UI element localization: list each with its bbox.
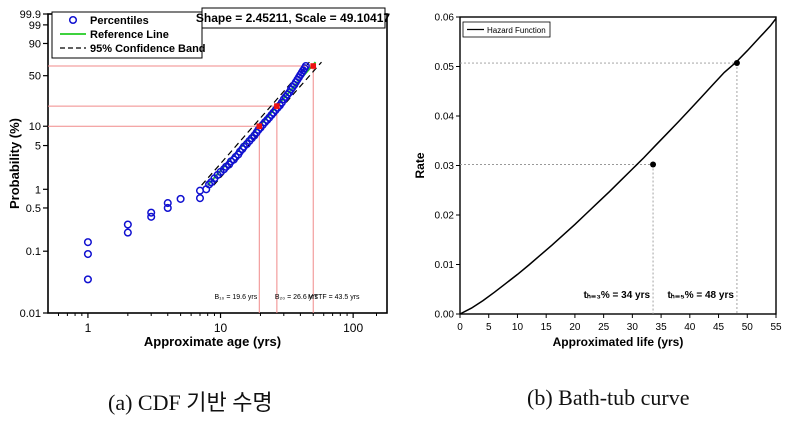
cdf-percentile-point (176, 194, 185, 203)
caption-a: (a) CDF 기반 수명 (108, 390, 273, 415)
cdf-percentile-point (83, 275, 92, 284)
cdf-y-tick-label: 50 (29, 71, 41, 83)
cdf-highlight-marker (310, 63, 317, 69)
hazard-plot-frame (459, 16, 777, 315)
hazard-y-axis-label: Rate (413, 152, 427, 178)
cdf-y-tick-label: 10 (29, 121, 41, 133)
cdf-percentile-point (123, 228, 132, 237)
cdf-x-tick-label: 1 (85, 321, 92, 335)
cdf-y-tick-label: 90 (29, 38, 41, 50)
cdf-x-axis-label: Approximate age (yrs) (144, 334, 281, 349)
cdf-percentile-point (147, 212, 156, 221)
cdf-percentile-point (83, 238, 92, 247)
cdf-y-axis-label: Probability (%) (7, 118, 22, 209)
hazard-curve (459, 18, 777, 315)
cdf-percentile-point (123, 220, 132, 229)
hazard-x-tick-label: 55 (770, 322, 782, 333)
hazard-point-label-3pct: tₕ₌₃% = 34 yrs (584, 290, 651, 301)
cdf-legend-label-reference: Reference Line (90, 29, 169, 41)
hazard-x-tick-label: 30 (627, 322, 639, 333)
hazard-point-label-5pct: tₕ₌₅% = 48 yrs (667, 290, 734, 301)
hazard-x-axis-label: Approximated life (yrs) (553, 335, 684, 349)
cdf-y-tick-label: 1 (35, 184, 41, 196)
hazard-x-tick-label: 50 (742, 322, 754, 333)
cdf-legend: Percentiles Reference Line 95% Confidence … (51, 11, 206, 59)
cdf-y-tick-label: 0.1 (26, 246, 41, 258)
cdf-y-tick-label: 5 (35, 141, 41, 153)
hazard-y-tick-label: 0.00 (435, 310, 455, 321)
cdf-y-tick-label: 99.9 (20, 9, 41, 21)
cdf-percentile-point (263, 115, 272, 124)
hazard-legend-label: Hazard Function (487, 26, 546, 35)
cdf-legend-marker-percentiles (68, 15, 78, 25)
hazard-x-tick-label: 45 (713, 322, 725, 333)
cdf-highlight-marker (274, 103, 280, 109)
hazard-y-tick-label: 0.06 (435, 13, 455, 24)
cdf-legend-label-percentiles: Percentiles (90, 15, 149, 27)
hazard-x-tick-label: 20 (569, 322, 581, 333)
hazard-x-tick-label: 15 (541, 322, 553, 333)
hazard-point (733, 60, 740, 67)
hazard-x-tick-label: 25 (598, 322, 610, 333)
hazard-legend-box (462, 21, 551, 38)
cdf-mttf-label: MTTF = 43.5 yrs (308, 294, 360, 301)
cdf-percentile-point (205, 180, 214, 189)
hazard-y-tick-label: 0.05 (435, 62, 455, 73)
cdf-percentile-point (83, 249, 92, 259)
hazard-x-tick-label: 5 (486, 322, 492, 333)
cdf-highlight-marker (256, 123, 263, 130)
cdf-confidence-band-left (201, 61, 310, 186)
cdf-b10-label: B₁₀ = 19.6 yrs (214, 294, 257, 301)
hazard-chart: tₕ₌₃% = 34 yrs tₕ₌₅% = 48 yrs 0 5 10 15 20 25 30… (413, 13, 782, 350)
caption-b: (b) Bath-tub curve (527, 385, 690, 410)
cdf-y-tick-label: 0.5 (26, 203, 41, 215)
hazard-y-tick-label: 0.03 (435, 161, 455, 172)
cdf-x-tick-label: 10 (214, 321, 228, 335)
cdf-y-tick-label: 0.01 (20, 308, 41, 320)
hazard-x-tick-label: 10 (512, 322, 524, 333)
cdf-x-tick-label: 100 (343, 321, 363, 335)
cdf-plot-frame (47, 13, 388, 314)
cdf-params-label: Shape = 2.45211, Scale = 49.10417 (196, 11, 390, 25)
cdf-percentile-point (260, 118, 269, 127)
cdf-legend-label-confidence: 95% Confidence Band (90, 43, 206, 55)
cdf-y-tick-label: 99 (29, 20, 41, 32)
hazard-point (650, 161, 657, 168)
hazard-x-tick-label: 40 (684, 322, 696, 333)
hazard-x-tick-label: 0 (457, 322, 463, 333)
cdf-percentile-point (163, 199, 172, 208)
cdf-params-box (201, 7, 386, 29)
cdf-percentile-point (147, 208, 156, 217)
hazard-x-tick-label: 35 (656, 322, 668, 333)
cdf-percentile-point (163, 203, 172, 213)
hazard-y-tick-label: 0.01 (435, 260, 455, 271)
hazard-y-tick-label: 0.02 (435, 211, 455, 222)
cdf-percentile-point (301, 61, 310, 71)
cdf-percentile-point (195, 194, 205, 203)
cdf-b20-label: B₂₀ = 26.6 yrs (275, 294, 319, 301)
hazard-y-tick-label: 0.04 (435, 112, 455, 123)
